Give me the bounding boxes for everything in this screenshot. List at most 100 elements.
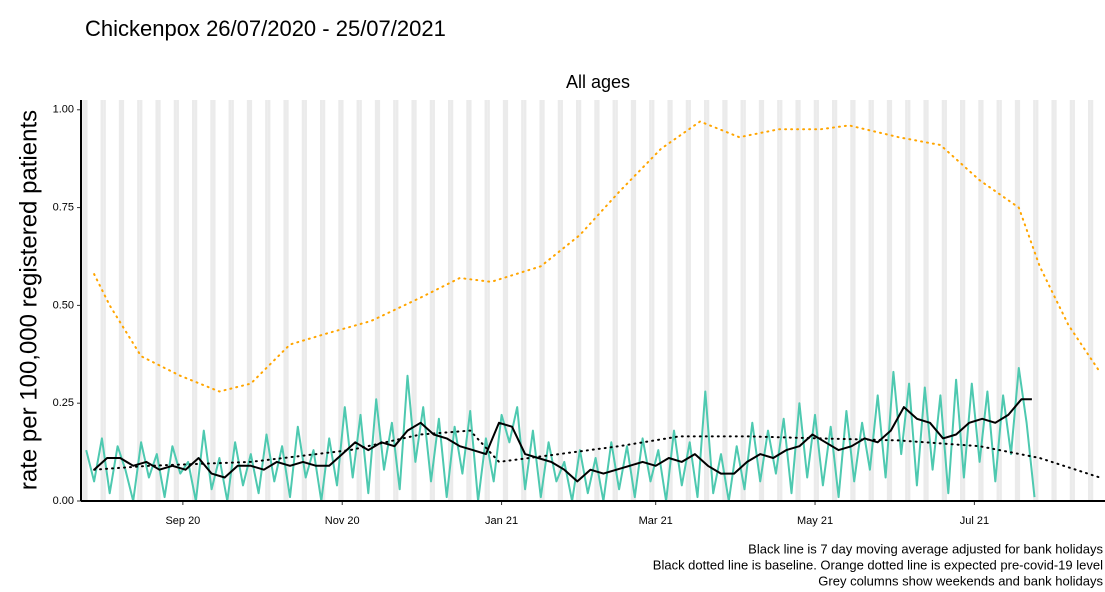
x-tick-label: Jan 21 bbox=[485, 515, 518, 527]
weekend-column bbox=[448, 100, 451, 501]
weekend-column bbox=[667, 100, 671, 501]
weekend-column bbox=[740, 100, 744, 501]
weekend-column bbox=[999, 100, 1002, 501]
weekend-column bbox=[907, 100, 911, 501]
weekend-column bbox=[393, 100, 396, 501]
y-tick-label: 0.50 bbox=[53, 299, 74, 311]
weekend-column bbox=[960, 100, 963, 501]
weekend-column bbox=[612, 100, 616, 501]
weekend-column bbox=[1088, 100, 1091, 501]
weekend-column bbox=[813, 100, 817, 501]
weekend-column bbox=[1014, 100, 1018, 501]
weekend-column bbox=[633, 100, 637, 501]
line bbox=[85, 367, 1036, 502]
weekend-column bbox=[395, 100, 399, 501]
weekend-column bbox=[356, 100, 360, 501]
weekend-column bbox=[594, 100, 597, 501]
x-tick-label: Jul 21 bbox=[960, 515, 989, 527]
weekend-column bbox=[576, 100, 579, 501]
weekend-column bbox=[996, 100, 1000, 501]
weekend-column bbox=[210, 100, 213, 501]
weekend-column bbox=[1051, 100, 1055, 501]
weekend-column bbox=[630, 100, 634, 501]
weekend-column bbox=[850, 100, 853, 501]
weekend-column bbox=[868, 100, 872, 501]
weekend-column bbox=[1069, 100, 1073, 501]
weekend-column bbox=[121, 100, 125, 501]
weekend-column bbox=[137, 100, 140, 501]
weekend-column bbox=[542, 100, 545, 501]
weekend-column bbox=[795, 100, 799, 501]
weekend-column bbox=[158, 100, 161, 501]
weekend-column bbox=[596, 100, 600, 501]
weekend-column bbox=[502, 100, 506, 501]
x-tick-label: Nov 20 bbox=[325, 515, 360, 527]
dotted-line bbox=[93, 429, 1101, 479]
weekend-column bbox=[340, 100, 344, 501]
weekend-column bbox=[103, 100, 106, 501]
weekend-column bbox=[194, 100, 198, 501]
weekend-column bbox=[724, 100, 728, 501]
weekend-column bbox=[578, 100, 582, 501]
x-tick-label: Mar 21 bbox=[639, 515, 673, 527]
weekend-column bbox=[980, 100, 984, 501]
note: Black dotted line is baseline. Orange do… bbox=[653, 557, 1103, 572]
weekend-column bbox=[560, 100, 563, 501]
note: Grey columns show weekends and bank holi… bbox=[818, 573, 1103, 588]
weekend-column bbox=[523, 100, 527, 501]
weekend-column bbox=[155, 100, 159, 501]
weekend-column bbox=[651, 100, 655, 501]
weekend-column bbox=[852, 100, 856, 501]
weekend-column bbox=[212, 100, 216, 501]
weekend-column bbox=[978, 100, 981, 501]
weekend-column bbox=[758, 100, 762, 501]
x-tick-label: Sep 20 bbox=[165, 515, 200, 527]
weekend-column bbox=[649, 100, 652, 501]
weekend-column bbox=[832, 100, 835, 501]
weekend-column bbox=[761, 100, 765, 501]
weekend-column bbox=[962, 100, 966, 501]
weekend-column bbox=[871, 100, 874, 501]
weekend-column bbox=[926, 100, 929, 501]
weekend-column bbox=[139, 100, 143, 501]
weekend-column bbox=[1035, 100, 1039, 501]
weekend-column bbox=[82, 100, 85, 501]
weekend-column bbox=[100, 100, 104, 501]
weekend-column bbox=[301, 100, 305, 501]
weekend-column bbox=[505, 100, 509, 501]
weekend-columns bbox=[82, 100, 1094, 501]
weekend-column bbox=[377, 100, 381, 501]
weekend-column bbox=[1033, 100, 1036, 501]
weekend-column bbox=[173, 100, 177, 501]
weekend-column bbox=[249, 100, 253, 501]
x-tick-label: May 21 bbox=[797, 515, 833, 527]
y-tick-label: 0.25 bbox=[53, 397, 74, 409]
weekend-column bbox=[886, 100, 890, 501]
weekend-column bbox=[228, 100, 232, 501]
weekend-column bbox=[521, 100, 524, 501]
weekend-column bbox=[246, 100, 250, 501]
weekend-column bbox=[834, 100, 838, 501]
weekend-column bbox=[466, 100, 469, 501]
weekend-column bbox=[704, 100, 707, 501]
weekend-column bbox=[670, 100, 673, 501]
weekend-column bbox=[722, 100, 725, 501]
weekend-column bbox=[615, 100, 618, 501]
weekend-column bbox=[1017, 100, 1021, 501]
weekend-column bbox=[286, 100, 289, 501]
weekend-column bbox=[557, 100, 561, 501]
weekend-column bbox=[265, 100, 268, 501]
y-tick-label: 1.00 bbox=[53, 104, 74, 116]
weekend-column bbox=[450, 100, 454, 501]
weekend-column bbox=[320, 100, 323, 501]
weekend-column bbox=[231, 100, 234, 501]
weekend-column bbox=[539, 100, 543, 501]
weekend-column bbox=[905, 100, 908, 501]
weekend-column bbox=[322, 100, 326, 501]
note: Black line is 7 day moving average adjus… bbox=[748, 541, 1103, 556]
weekend-column bbox=[944, 100, 947, 501]
weekend-column bbox=[923, 100, 927, 501]
weekend-column bbox=[706, 100, 710, 501]
line bbox=[93, 398, 1032, 483]
